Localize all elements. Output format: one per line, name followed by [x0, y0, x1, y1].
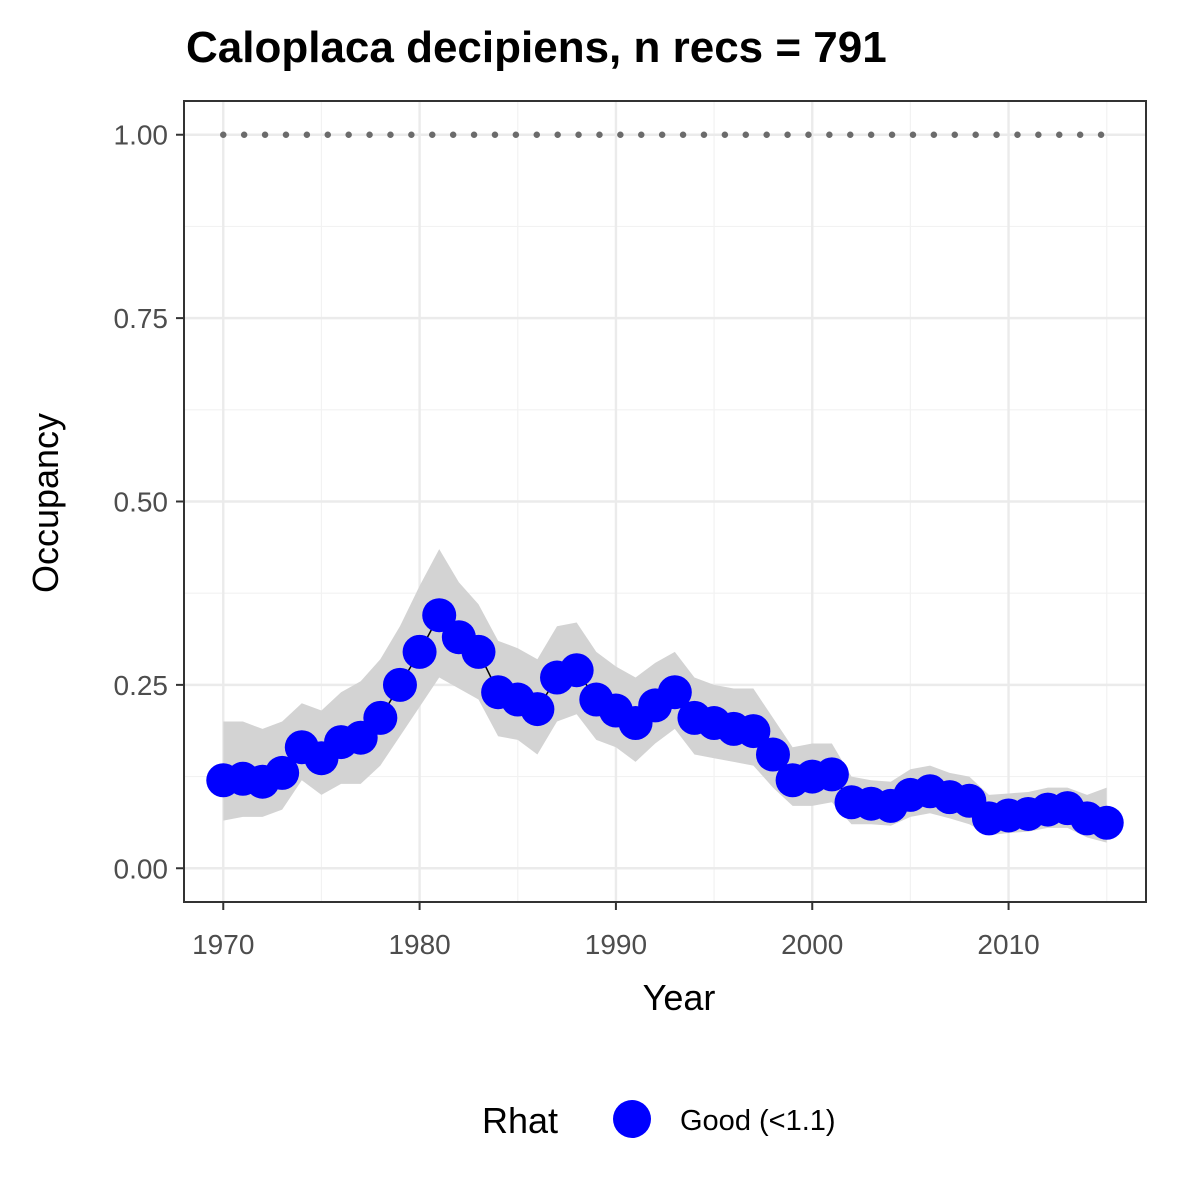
y-axis-title: Occupancy	[25, 413, 66, 593]
y-tick-label: 0.50	[114, 487, 169, 518]
x-tick-label: 1980	[388, 929, 450, 960]
x-tick-label: 1990	[585, 929, 647, 960]
y-axis: 0.00 0.25 0.50 0.75 1.00	[114, 120, 184, 884]
series-points	[206, 598, 1124, 840]
x-tick-label: 2010	[977, 929, 1039, 960]
x-axis: 1970 1980 1990 2000 2010	[192, 902, 1040, 960]
data-point	[755, 737, 790, 772]
data-point	[422, 598, 457, 633]
data-point	[736, 714, 771, 749]
x-tick-label: 2000	[781, 929, 843, 960]
data-point	[363, 700, 398, 735]
data-point	[382, 667, 417, 702]
data-point	[1089, 805, 1124, 840]
y-tick-label: 0.25	[114, 670, 169, 701]
data-point	[657, 675, 692, 710]
y-tick-label: 0.75	[114, 303, 169, 334]
legend: Rhat Good (<1.1)	[482, 1100, 836, 1141]
legend-key-good	[613, 1100, 651, 1138]
plot-area	[183, 100, 1147, 903]
data-point	[265, 755, 300, 790]
data-point	[814, 757, 849, 792]
y-tick-label: 1.00	[114, 120, 169, 151]
data-point	[402, 634, 437, 669]
y-tick-label: 0.00	[114, 853, 169, 884]
data-point	[520, 692, 555, 727]
x-axis-title: Year	[643, 977, 716, 1018]
data-point	[461, 634, 496, 669]
legend-label-good: Good (<1.1)	[680, 1105, 836, 1137]
chart-title: Caloplaca decipiens, n recs = 791	[186, 23, 887, 72]
data-point	[559, 653, 594, 688]
x-tick-label: 1970	[192, 929, 254, 960]
legend-title: Rhat	[482, 1100, 558, 1141]
